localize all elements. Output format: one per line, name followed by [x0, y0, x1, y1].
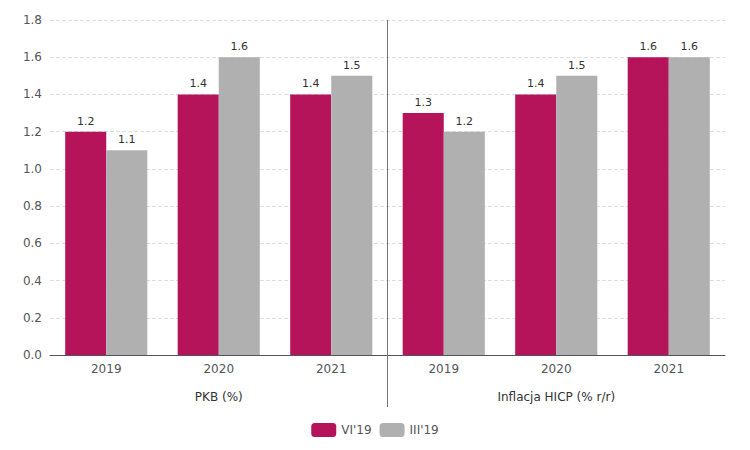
svg-text:2020: 2020	[203, 362, 234, 376]
svg-text:0.8: 0.8	[23, 199, 42, 213]
svg-text:1.6: 1.6	[639, 40, 657, 53]
svg-text:1.4: 1.4	[302, 77, 320, 90]
svg-text:1.2: 1.2	[456, 115, 474, 128]
svg-text:2019: 2019	[428, 362, 459, 376]
svg-text:2021: 2021	[316, 362, 347, 376]
svg-text:2021: 2021	[653, 362, 684, 376]
svg-text:Inflacja HICP (% r/r): Inflacja HICP (% r/r)	[497, 390, 615, 404]
svg-text:1.5: 1.5	[343, 59, 361, 72]
svg-text:0.6: 0.6	[23, 236, 42, 250]
svg-text:PKB (%): PKB (%)	[195, 390, 243, 404]
svg-text:1.4: 1.4	[189, 77, 207, 90]
svg-text:0.2: 0.2	[23, 311, 42, 325]
svg-text:1.6: 1.6	[23, 50, 42, 64]
svg-text:0.4: 0.4	[23, 274, 42, 288]
svg-text:VI'19: VI'19	[341, 423, 371, 437]
svg-text:1.3: 1.3	[414, 96, 432, 109]
svg-text:1.8: 1.8	[23, 13, 42, 27]
svg-text:2020: 2020	[541, 362, 572, 376]
svg-text:1.0: 1.0	[23, 162, 42, 176]
svg-text:1.2: 1.2	[23, 125, 42, 139]
svg-text:0.0: 0.0	[23, 348, 42, 362]
svg-text:III'19: III'19	[410, 423, 439, 437]
svg-text:1.6: 1.6	[231, 40, 249, 53]
svg-text:1.5: 1.5	[568, 59, 586, 72]
svg-text:1.1: 1.1	[118, 133, 136, 146]
svg-text:1.2: 1.2	[77, 115, 95, 128]
svg-text:1.6: 1.6	[681, 40, 699, 53]
svg-text:1.4: 1.4	[527, 77, 545, 90]
svg-text:2019: 2019	[91, 362, 122, 376]
svg-text:1.4: 1.4	[23, 87, 42, 101]
